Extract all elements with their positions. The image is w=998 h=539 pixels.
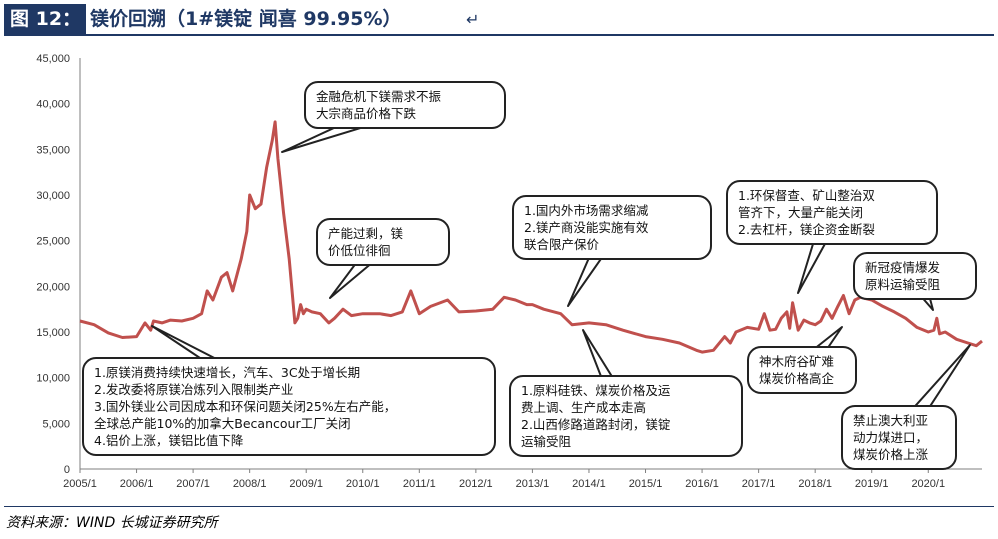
y-tick-label: 10,000 [36, 373, 70, 385]
y-tick-label: 45,000 [36, 53, 70, 65]
x-tick-label: 2016/1 [685, 478, 719, 490]
x-tick-label: 2018/1 [798, 478, 832, 490]
annotation-line: 费上调、生产成本走高 [521, 400, 647, 415]
annotation-line: 产能过剩，镁 [328, 226, 404, 241]
x-tick-label: 2005/1 [63, 478, 97, 490]
x-tick-label: 2008/1 [233, 478, 267, 490]
y-tick-label: 35,000 [36, 144, 70, 156]
annotation-line: 2.发改委将原镁冶炼列入限制类产业 [94, 382, 294, 397]
y-tick-label: 40,000 [36, 99, 70, 111]
annotation-line: 4.铝价上涨，镁铝比值下降 [94, 433, 244, 448]
x-tick-label: 2010/1 [346, 478, 380, 490]
annotation-line: 神木府谷矿难 [759, 354, 835, 369]
y-tick-label: 15,000 [36, 327, 70, 339]
x-tick-label: 2009/1 [289, 478, 323, 490]
annotation-line: 动力煤进口， [853, 430, 929, 445]
annotation-line: 禁止澳大利亚 [853, 413, 929, 428]
annotation-line: 运输受阻 [521, 434, 572, 449]
return-arrow-icon: ↵ [466, 10, 480, 29]
annotation-callout: 神木府谷矿难 煤炭价格高企 [747, 346, 857, 394]
annotation-callout: 金融危机下镁需求不振 大宗商品价格下跌 [304, 81, 506, 129]
annotation-line: 煤炭价格高企 [759, 371, 835, 386]
annotation-line: 2.山西修路道路封闭，镁锭 [521, 417, 671, 432]
y-tick-label: 30,000 [36, 190, 70, 202]
annotation-line: 全球总产能10%的加拿大Becancour工厂关闭 [94, 416, 351, 431]
annotation-line: 管齐下，大量产能关闭 [738, 205, 864, 220]
y-tick-label: 5,000 [42, 418, 70, 430]
x-tick-label: 2020/1 [911, 478, 945, 490]
header-divider [4, 34, 994, 36]
annotation-line: 2.镁产商没能实施有效 [524, 220, 649, 235]
annotation-line: 3.国外镁业公司因成本和环保问题关闭25%左右产能， [94, 399, 397, 414]
x-tick-label: 2007/1 [176, 478, 210, 490]
annotation-line: 新冠疫情爆发 [865, 260, 941, 275]
x-tick-label: 2014/1 [572, 478, 606, 490]
annotation-line: 联合限产保价 [524, 237, 600, 252]
annotation-line: 原料运输受阻 [865, 277, 941, 292]
y-tick-label: 0 [64, 464, 70, 476]
annotation-callout: 新冠疫情爆发 原料运输受阻 [853, 252, 977, 300]
figure-title: 镁价回溯（1#镁锭 闻喜 99.95%） [90, 8, 402, 30]
annotation-callout: 1.原镁消费持续快速增长，汽车、3C处于增长期 2.发改委将原镁冶炼列入限制类产业… [82, 357, 496, 456]
x-tick-label: 2012/1 [459, 478, 493, 490]
annotation-line: 1.原镁消费持续快速增长，汽车、3C处于增长期 [94, 365, 361, 380]
x-tick-label: 2006/1 [120, 478, 154, 490]
y-tick-label: 20,000 [36, 281, 70, 293]
annotation-line: 2.去杠杆，镁企资金断裂 [738, 222, 875, 237]
annotation-callout: 产能过剩，镁 价低位徘徊 [316, 218, 450, 266]
x-tick-label: 2011/1 [403, 478, 436, 490]
annotation-line: 大宗商品价格下跌 [316, 106, 417, 121]
price-series-line [79, 120, 983, 354]
annotation-line: 1.国内外市场需求缩减 [524, 203, 649, 218]
x-tick-label: 2019/1 [855, 478, 889, 490]
annotation-callout: 1.环保督查、矿山整治双 管齐下，大量产能关闭 2.去杠杆，镁企资金断裂 [726, 180, 938, 245]
footer-divider [4, 506, 994, 507]
annotation-callout: 1.原料硅铁、煤炭价格及运 费上调、生产成本走高 2.山西修路道路封闭，镁锭 运输受阻 [509, 375, 743, 457]
annotation-callout: 1.国内外市场需求缩减 2.镁产商没能实施有效 联合限产保价 [512, 195, 712, 260]
annotation-line: 价低位徘徊 [328, 243, 391, 258]
source-note: 资料来源：WIND 长城证券研究所 [6, 515, 218, 531]
x-tick-label: 2017/1 [742, 478, 776, 490]
annotation-line: 煤炭价格上涨 [853, 447, 929, 462]
x-tick-label: 2015/1 [629, 478, 663, 490]
figure-header: 图 12： 镁价回溯（1#镁锭 闻喜 99.95%） ↵ [4, 4, 994, 36]
annotation-line: 1.环保督查、矿山整治双 [738, 188, 875, 203]
chart-frame [79, 58, 982, 470]
y-axis: 0 5,000 10,000 15,000 20,000 25,000 30,000 35,0… [36, 53, 70, 476]
annotation-line: 1.原料硅铁、煤炭价格及运 [521, 383, 671, 398]
annotation-callout: 禁止澳大利亚 动力煤进口， 煤炭价格上涨 [841, 405, 957, 470]
x-tick-label: 2013/1 [516, 478, 550, 490]
annotation-line: 金融危机下镁需求不振 [316, 89, 442, 104]
y-tick-label: 25,000 [36, 236, 70, 248]
figure-number: 图 12： [4, 4, 86, 34]
x-axis: 2005/1 2006/1 2007/1 2008/1 2009/1 2010/1 2011… [63, 469, 945, 490]
